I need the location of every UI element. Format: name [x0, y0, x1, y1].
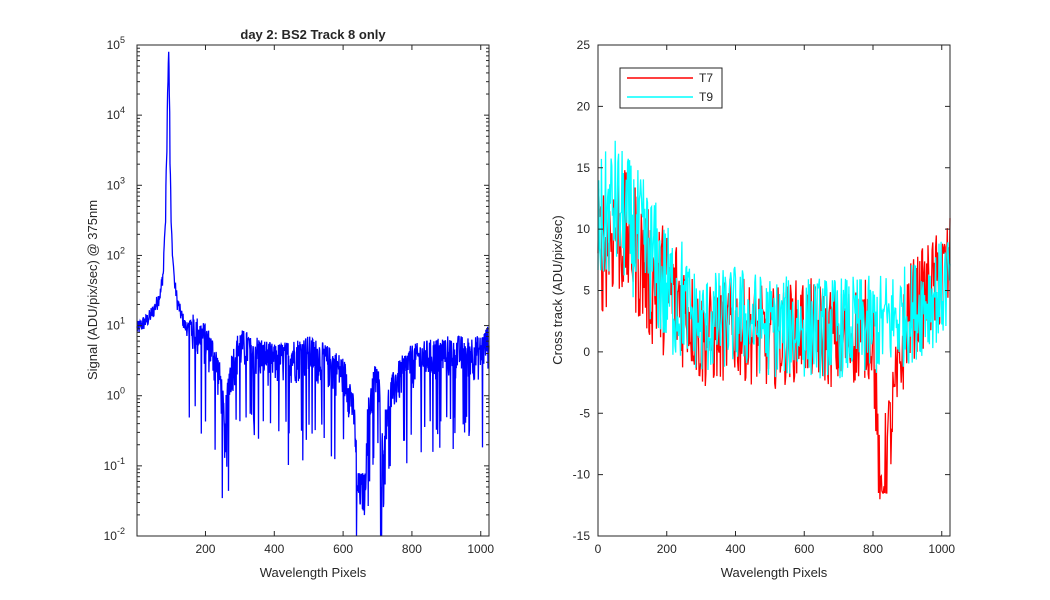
right-ytick-label: 0 — [583, 345, 590, 359]
left-ylabel: Signal (ADU/pix/sec) @ 375nm — [85, 200, 100, 380]
left-axes-box — [136, 44, 490, 537]
legend-box — [619, 67, 723, 109]
left-xtick-label: 600 — [333, 542, 353, 556]
series-line-t9 — [597, 140, 951, 379]
left-xtick-label: 200 — [195, 542, 215, 556]
right-xtick-label: 800 — [863, 542, 883, 556]
left-series-group — [136, 51, 490, 537]
right-series-group — [597, 140, 951, 500]
left-ytick-label: 100 — [107, 386, 125, 403]
right-ytick-label: -5 — [579, 406, 590, 420]
legend: T7 T9 — [619, 67, 723, 109]
right-ytick-label: -10 — [573, 468, 591, 482]
right-plot: 0 200 400 600 800 1000 -15 -10 -5 0 5 10 15 20 25 Wave… — [550, 38, 955, 580]
right-ylabel: Cross track (ADU/pix/sec) — [550, 215, 565, 365]
left-ytick-label: 103 — [107, 175, 125, 192]
right-xlabel: Wavelength Pixels — [721, 565, 828, 580]
left-ytick-label: 105 — [107, 35, 125, 52]
right-ytick-label: 20 — [577, 99, 591, 113]
left-ytick-label: 104 — [107, 105, 125, 122]
right-ytick-label: -15 — [573, 529, 591, 543]
left-ytick-label: 102 — [107, 245, 125, 262]
right-ytick-label: 25 — [577, 38, 591, 52]
left-title: day 2: BS2 Track 8 only — [240, 27, 386, 42]
right-axes-box — [597, 44, 951, 537]
right-xtick-label: 0 — [595, 542, 602, 556]
legend-label-t9: T9 — [699, 90, 713, 104]
right-xtick-label: 600 — [794, 542, 814, 556]
legend-label-t7: T7 — [699, 71, 713, 85]
left-ytick-label: 101 — [107, 316, 125, 333]
left-signal-line — [136, 51, 490, 537]
left-xtick-label: 800 — [402, 542, 422, 556]
right-ytick-label: 15 — [577, 161, 591, 175]
left-plot-area — [137, 45, 489, 536]
right-ticks: 0 200 400 600 800 1000 -15 -10 -5 0 5 10 15 20 25 — [573, 38, 956, 556]
right-ytick-label: 10 — [577, 222, 591, 236]
right-xtick-label: 200 — [657, 542, 677, 556]
left-xlabel: Wavelength Pixels — [260, 565, 367, 580]
left-ytick-label: 10-1 — [104, 456, 125, 473]
left-xtick-label: 1000 — [467, 542, 494, 556]
left-xtick-label: 400 — [264, 542, 284, 556]
right-ytick-label: 5 — [583, 284, 590, 298]
right-xtick-label: 1000 — [928, 542, 955, 556]
left-plot: 200 400 600 800 1000 10-2 10-1 100 101 102 103 104 1… — [85, 27, 494, 580]
left-ytick-label: 10-2 — [104, 526, 125, 543]
right-xtick-label: 400 — [725, 542, 745, 556]
